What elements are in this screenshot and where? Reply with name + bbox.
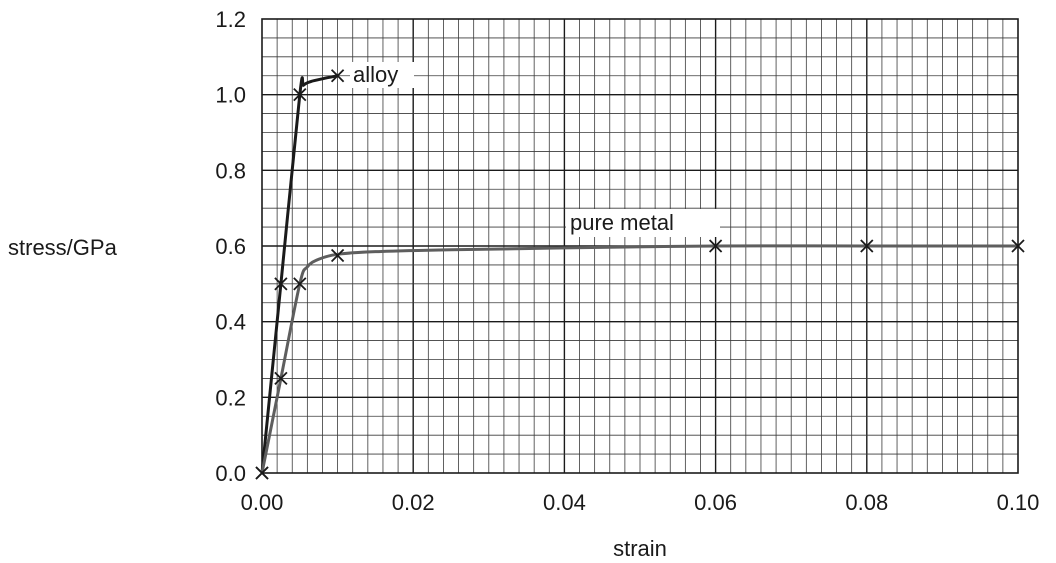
x-tick-label: 0.10 <box>997 490 1040 515</box>
y-tick-label: 0.8 <box>215 158 246 183</box>
x-axis-tick-labels: 0.00 0.02 0.04 0.06 0.08 0.10 <box>241 490 1040 515</box>
data-point-alloy <box>274 277 288 291</box>
x-tick-label: 0.08 <box>845 490 888 515</box>
series-line-alloy <box>260 74 340 475</box>
data-point-pure-metal <box>255 466 269 480</box>
series-line-pure-metal <box>260 244 1020 475</box>
data-point-pure-metal <box>293 277 307 291</box>
y-axis-title: stress/GPa <box>8 235 118 260</box>
x-axis-title: strain <box>613 536 667 561</box>
data-point-pure-metal <box>860 239 874 253</box>
data-point-pure-metal <box>708 239 723 253</box>
data-point-pure-metal <box>1011 239 1025 253</box>
y-tick-label: 0.4 <box>215 310 246 335</box>
data-point-pure-metal <box>330 248 345 263</box>
grid <box>262 19 1018 473</box>
x-tick-label: 0.02 <box>392 490 435 515</box>
series-label-alloy-text: alloy <box>353 62 398 87</box>
y-tick-label: 0.0 <box>215 461 246 486</box>
series-curves <box>260 74 1020 475</box>
series-label-pure-metal: pure metal <box>566 209 720 237</box>
x-tick-label: 0.00 <box>241 490 284 515</box>
data-point-pure-metal <box>274 371 288 386</box>
x-tick-label: 0.06 <box>694 490 737 515</box>
series-markers <box>255 69 1025 480</box>
y-tick-label: 0.2 <box>215 385 246 410</box>
y-tick-label: 1.2 <box>215 7 246 32</box>
y-axis-tick-labels: 0.0 0.2 0.4 0.6 0.8 1.0 1.2 <box>215 7 246 486</box>
y-tick-label: 1.0 <box>215 83 246 108</box>
y-tick-label: 0.6 <box>215 234 246 259</box>
data-point-alloy <box>330 69 345 83</box>
data-point-alloy <box>293 88 307 102</box>
series-label-alloy: alloy <box>350 62 414 88</box>
series-label-pure-metal-text: pure metal <box>570 210 674 235</box>
x-tick-label: 0.04 <box>543 490 586 515</box>
